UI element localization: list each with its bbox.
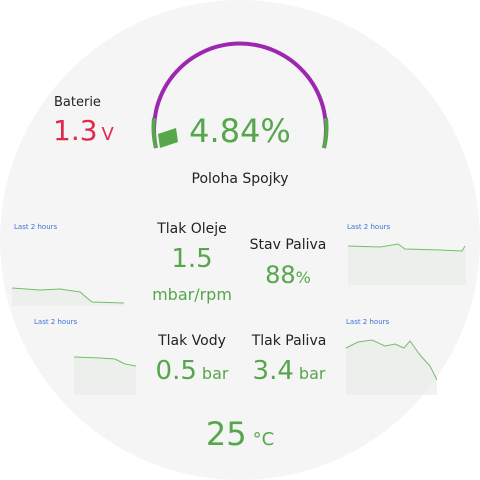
value: 4.84	[189, 112, 260, 150]
oil-value: 1.5	[171, 244, 212, 274]
water-value: 0.5 bar	[156, 356, 229, 386]
value: 25	[206, 415, 247, 453]
fuel-pressure-title: Tlak Paliva	[251, 333, 327, 349]
value: 1.3	[53, 114, 98, 147]
value: 0.5	[156, 356, 197, 386]
sparkline-area	[12, 288, 124, 306]
sparkline	[11, 287, 125, 304]
gauge-threshold	[151, 117, 158, 149]
sparkline	[345, 339, 438, 381]
sparkline	[347, 243, 466, 252]
oil-title: Tlak Oleje	[156, 221, 227, 237]
gauge-arc	[152, 41, 328, 149]
fuel-pressure-value: 3.4 bar	[253, 356, 326, 386]
value: 3.4	[253, 356, 294, 386]
unit: V	[102, 124, 115, 145]
fuel-level-title: Stav Paliva	[250, 237, 327, 253]
sparkline-area	[74, 357, 136, 395]
time-range: Last 2 hours	[347, 223, 391, 231]
gauge-value: 4.84%	[189, 112, 291, 150]
unit: bar	[202, 364, 229, 383]
gauge-fill	[158, 128, 178, 148]
battery-value: 1.3 V	[53, 114, 115, 147]
temperature-value: 25 °C	[206, 415, 274, 453]
oil-unit: mbar/rpm	[152, 285, 232, 304]
battery-title: Baterie	[54, 95, 101, 110]
sparkline	[73, 356, 137, 367]
water-title: Tlak Vody	[157, 333, 226, 349]
time-range: Last 2 hours	[34, 318, 78, 326]
gauge-title: Poloha Spojky	[192, 171, 289, 187]
unit: °C	[253, 429, 275, 450]
time-range: Last 2 hours	[346, 318, 390, 326]
value: 88	[265, 261, 296, 289]
gauge-threshold	[322, 117, 329, 149]
unit: bar	[299, 364, 326, 383]
sparkline-area	[348, 244, 466, 285]
sparkline-area	[346, 340, 437, 395]
unit: %	[296, 268, 311, 287]
unit: %	[260, 112, 290, 150]
fuel-level-value: 88%	[265, 261, 311, 289]
time-range: Last 2 hours	[14, 223, 58, 231]
